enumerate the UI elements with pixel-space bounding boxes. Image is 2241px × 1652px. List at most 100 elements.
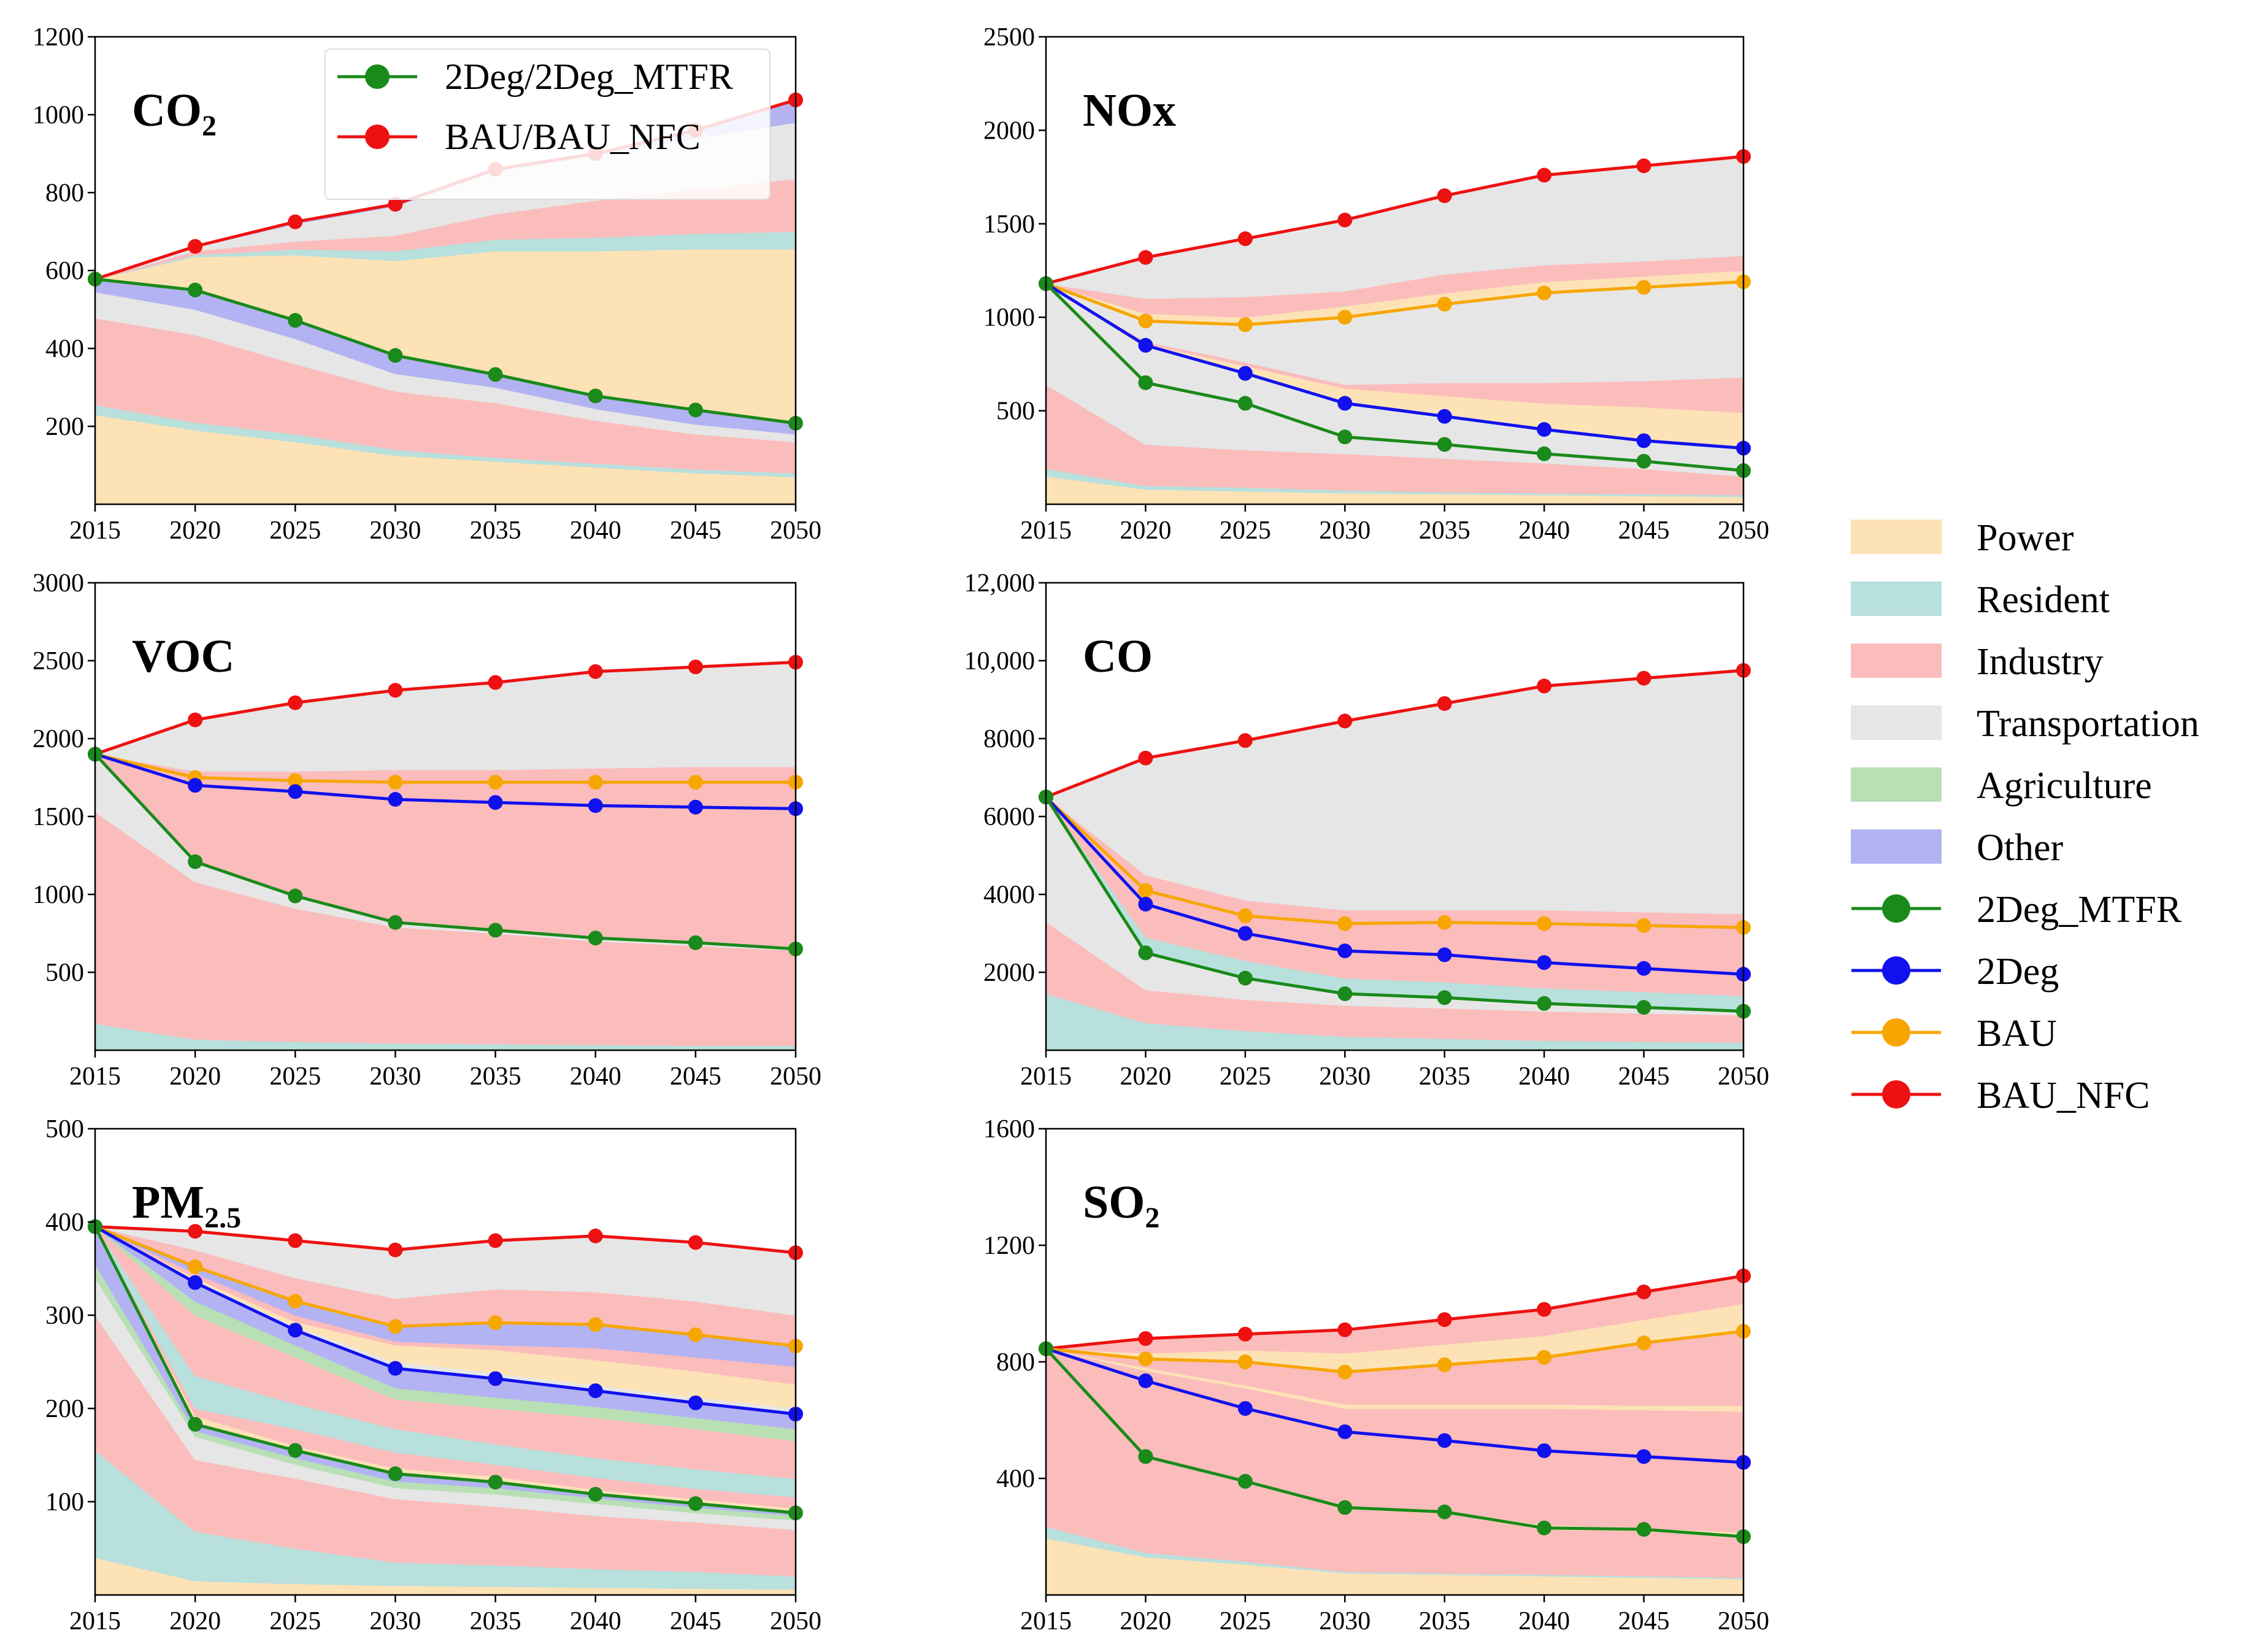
series-point-2deg — [1337, 943, 1353, 959]
y-tick-label: 800 — [45, 179, 84, 207]
x-tick-label: 2030 — [1319, 1062, 1370, 1091]
series-point-2deg — [688, 1395, 703, 1410]
series-point-bau-nfc — [388, 197, 403, 212]
y-tick-label: 2000 — [983, 117, 1035, 145]
series-point-2deg — [488, 795, 503, 810]
series-point-2deg — [288, 1323, 303, 1338]
series-point-bau — [1636, 1335, 1651, 1351]
panel-title: CO2 — [132, 85, 217, 142]
panel-title: VOC — [132, 631, 234, 682]
series-point-bau — [1138, 313, 1153, 329]
series-point-2deg-mtfr — [688, 402, 703, 418]
area-bands — [95, 99, 796, 504]
series-point-2deg — [588, 798, 603, 813]
x-tick-label: 2050 — [1718, 1607, 1769, 1635]
series-point-2deg-mtfr — [1337, 1500, 1353, 1515]
legend-swatch — [1851, 767, 1942, 802]
series-point-bau — [388, 775, 403, 790]
legend-marker — [1882, 1018, 1910, 1047]
y-tick-label: 12,000 — [964, 569, 1036, 597]
x-tick-label: 2045 — [670, 517, 721, 545]
series-point-bau-nfc — [1537, 1302, 1552, 1317]
series-point-bau — [388, 1319, 403, 1334]
series-point-bau-nfc — [1138, 750, 1153, 766]
series-line-2deg-mtfr — [1046, 1347, 1743, 1539]
x-tick-label: 2020 — [169, 1607, 221, 1635]
series-point-bau — [288, 773, 303, 788]
y-tick-label: 100 — [45, 1488, 84, 1516]
series-point-bau — [588, 775, 603, 790]
series-line-2deg — [95, 1225, 796, 1416]
x-tick-label: 2015 — [1020, 517, 1072, 545]
y-tick-label: 500 — [45, 959, 84, 987]
series-line-bau-nfc — [1046, 155, 1743, 285]
x-tick-label: 2050 — [1718, 517, 1769, 545]
series-point-bau — [1138, 1351, 1153, 1367]
chart-panel-5: 2015 2020 2025 2030 2035 2040 2045 2050 100 200 30… — [45, 1115, 821, 1635]
series-point-2deg-mtfr — [188, 282, 203, 298]
series-line-bau-nfc — [95, 661, 796, 756]
y-tick-label: 3000 — [33, 569, 84, 597]
y-tick-label: 1000 — [33, 881, 84, 909]
legend-swatch — [1851, 520, 1942, 554]
x-tick-label: 2030 — [369, 1607, 421, 1635]
series-point-bau — [1437, 296, 1452, 312]
panel-title: CO — [1083, 631, 1153, 682]
x-tick-label: 2025 — [269, 1607, 321, 1635]
legend-label: Power — [1977, 517, 2074, 559]
series-point-2deg-mtfr — [288, 313, 303, 328]
scenario-lines — [1046, 1274, 1743, 1539]
y-tick-label: 1600 — [983, 1115, 1035, 1143]
series-point-2deg-mtfr — [188, 1416, 203, 1432]
series-point-2deg-mtfr — [1138, 1449, 1153, 1464]
y-tick-label: 800 — [996, 1348, 1035, 1377]
y-tick-label: 400 — [996, 1465, 1035, 1493]
series-point-2deg-mtfr — [1636, 1000, 1651, 1015]
series-point-bau — [1537, 1350, 1552, 1365]
series-line-bau-nfc — [95, 1225, 796, 1254]
y-tick-label: 2000 — [983, 959, 1035, 987]
x-tick-label: 2030 — [369, 517, 421, 545]
series-point-2deg — [688, 799, 703, 815]
legend-item-agriculture: Agriculture — [1851, 765, 2152, 807]
series-point-bau-nfc — [1636, 158, 1651, 174]
inset-legend-label: 2Deg/2Deg_MTFR — [445, 56, 733, 97]
area-bands — [95, 661, 796, 1050]
scenario-markers — [1039, 663, 1751, 1019]
legend: Power Resident Industry Transportation Agric… — [1851, 517, 2199, 1116]
legend-swatch — [1851, 582, 1942, 616]
series-point-2deg — [1138, 1373, 1153, 1388]
scenario-lines — [95, 661, 796, 951]
x-tick-label: 2020 — [169, 517, 221, 545]
series-point-2deg-mtfr — [588, 931, 603, 946]
series-point-bau — [288, 1294, 303, 1309]
series-point-2deg-mtfr — [388, 348, 403, 363]
panel-title: SO2 — [1083, 1177, 1159, 1234]
series-point-bau — [1237, 1354, 1253, 1369]
series-point-bau — [1138, 883, 1153, 898]
series-point-2deg-mtfr — [1636, 1522, 1651, 1537]
area-bands — [1046, 670, 1743, 1050]
series-line-2deg — [95, 753, 796, 810]
series-point-2deg-mtfr — [1337, 986, 1353, 1001]
y-tick-label: 2500 — [33, 647, 84, 675]
series-point-bau-nfc — [588, 1228, 603, 1243]
series-point-2deg-mtfr — [388, 915, 403, 930]
y-tick-label: 10,000 — [964, 647, 1036, 675]
series-point-bau-nfc — [188, 712, 203, 728]
x-tick-label: 2015 — [69, 517, 121, 545]
y-tick-label: 500 — [996, 398, 1035, 426]
series-point-bau — [688, 775, 703, 790]
x-tick-label: 2035 — [470, 1607, 521, 1635]
series-point-bau-nfc — [1237, 231, 1253, 247]
series-point-bau-nfc — [1337, 1322, 1353, 1337]
series-point-2deg — [388, 1361, 403, 1376]
x-tick-label: 2020 — [1120, 1062, 1171, 1091]
x-tick-label: 2025 — [269, 1062, 321, 1091]
inset-legend-label: BAU/BAU_NFC — [445, 117, 701, 157]
x-tick-label: 2050 — [770, 1062, 821, 1091]
series-line-bau-nfc — [1046, 1274, 1743, 1351]
series-point-bau-nfc — [1337, 212, 1353, 228]
series-line-bau — [95, 1225, 796, 1348]
